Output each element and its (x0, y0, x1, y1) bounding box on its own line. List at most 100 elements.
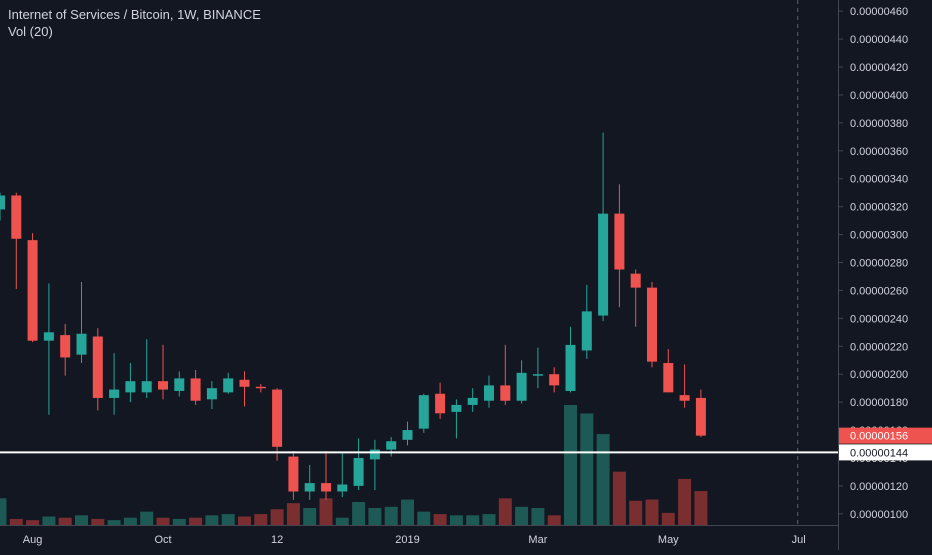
candle-body (565, 344, 576, 391)
volume-bar (254, 514, 268, 525)
time-tick-label: Jul (792, 534, 806, 546)
candle-body (532, 374, 543, 376)
volume-bar (221, 514, 235, 525)
price-tick-label: 0.00000420 (850, 62, 908, 74)
volume-bar (547, 515, 561, 525)
volume-bar (91, 518, 105, 525)
candle-body (11, 195, 22, 239)
candle-body (679, 395, 690, 401)
volume-bar (515, 506, 529, 525)
candle-body (0, 195, 5, 210)
volume-bar (384, 506, 398, 525)
price-tick-label: 0.00000340 (850, 174, 908, 186)
volume-bar (466, 515, 480, 525)
volume-bar (401, 499, 414, 525)
volume-bar (482, 514, 496, 525)
volume-bar (140, 511, 154, 525)
candle-body (223, 378, 234, 393)
horizontal-line-label: 0.00000144 (850, 447, 908, 459)
volume-bar (417, 511, 431, 525)
volume-bar (352, 501, 366, 525)
volume-layer (0, 405, 708, 525)
candle-body (630, 273, 641, 288)
time-tick-label: 2019 (395, 534, 419, 546)
last-price-badge (839, 427, 932, 444)
volume-bar (270, 509, 284, 525)
candle-body (337, 484, 348, 492)
price-tick-label: 0.00000220 (850, 341, 908, 353)
volume-bar (335, 517, 349, 525)
volume-bar (26, 520, 40, 525)
chart-legend: Internet of Services / Bitcoin, 1W, BINA… (8, 6, 261, 40)
candle-body (386, 441, 397, 450)
price-tick-label: 0.00000360 (850, 146, 908, 158)
volume-bar (368, 508, 382, 525)
price-tick-label: 0.00000180 (850, 397, 908, 409)
volume-bar (189, 517, 203, 525)
volume-indicator-label: Vol (20) (8, 24, 53, 39)
last-price-label: 0.00000156 (850, 431, 908, 443)
volume-bar (694, 491, 708, 525)
price-tick-label: 0.00000120 (850, 481, 908, 493)
volume-bar (303, 508, 317, 525)
candle-body (321, 483, 331, 492)
volume-bar (75, 515, 88, 525)
candle-body (239, 379, 250, 387)
volume-bar (433, 514, 447, 525)
volume-bar (58, 517, 72, 525)
candle-body (500, 385, 511, 401)
candle-layer (0, 132, 706, 500)
candle-body (158, 381, 168, 390)
volume-bar (42, 516, 56, 525)
price-tick-label: 0.00000200 (850, 369, 908, 381)
candle-body (484, 385, 494, 401)
price-tick-label: 0.00000380 (850, 118, 908, 130)
candle-body (402, 430, 413, 440)
volume-bar (172, 518, 186, 525)
candle-body (206, 388, 217, 400)
time-tick-label: Oct (154, 534, 171, 546)
candle-body (174, 378, 185, 391)
candle-body (467, 397, 478, 405)
price-tick-label: 0.00000280 (850, 258, 908, 270)
candle-body (109, 389, 120, 398)
candle-body (581, 311, 592, 351)
price-tick-label: 0.00000460 (850, 6, 908, 18)
price-tick-label: 0.00000400 (850, 90, 908, 102)
candle-body (43, 332, 54, 341)
line-layer (0, 0, 838, 525)
volume-bar (678, 478, 692, 525)
price-tick-label: 0.00000440 (850, 34, 908, 46)
candle-body (190, 378, 201, 401)
time-tick-label: May (658, 534, 679, 546)
volume-bar (123, 517, 137, 525)
candle-body (60, 335, 71, 358)
time-tick-label: Aug (23, 534, 43, 546)
candle-body (516, 372, 527, 401)
candle-body (272, 389, 283, 447)
price-tick-label: 0.00000240 (850, 313, 908, 325)
time-tick-label: Mar (528, 534, 547, 546)
candle-body (141, 381, 152, 393)
volume-bar (156, 517, 170, 525)
price-tick-label: 0.00000300 (850, 230, 908, 242)
candle-body (451, 404, 462, 412)
horizontal-line-badge (839, 444, 932, 461)
volume-bar (238, 516, 251, 525)
volume-bar (205, 515, 219, 525)
volume-bar (498, 498, 512, 525)
volume-bar (645, 499, 659, 525)
candle-body (369, 449, 380, 460)
volume-bar (661, 512, 675, 525)
candle-body (27, 240, 38, 341)
candle-body (288, 456, 299, 492)
price-tick-label: 0.00000260 (850, 285, 908, 297)
candle-body (92, 336, 103, 398)
candle-body (647, 287, 657, 362)
price-tick-label: 0.00000320 (850, 202, 908, 214)
volume-bar (531, 508, 545, 525)
candle-body (418, 395, 429, 429)
